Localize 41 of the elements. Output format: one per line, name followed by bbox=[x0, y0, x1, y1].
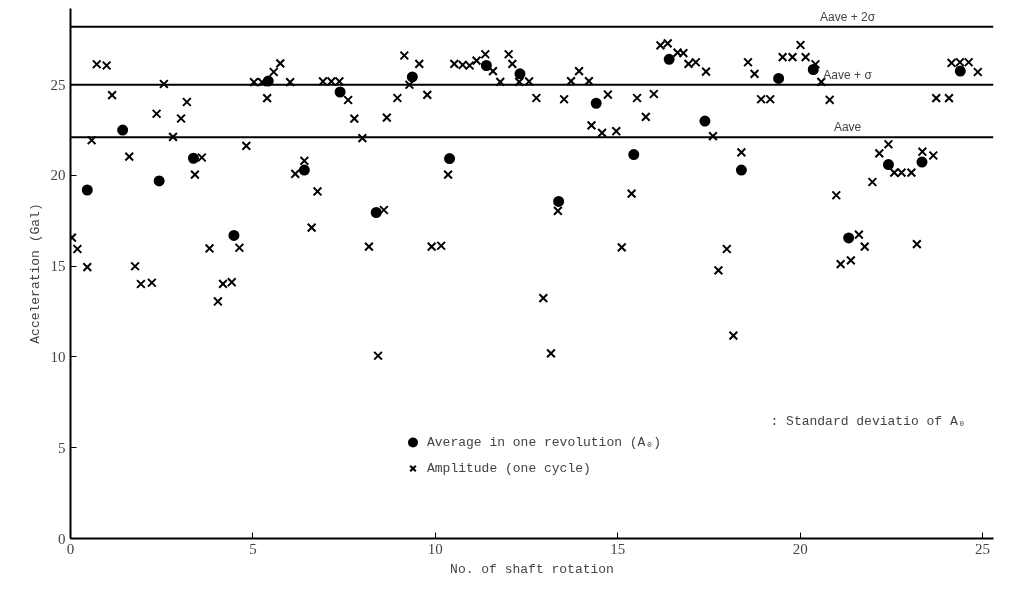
point bbox=[735, 164, 747, 176]
x-tick-label: 15 bbox=[610, 540, 626, 557]
point bbox=[553, 195, 565, 207]
y-tick-label: 20 bbox=[50, 167, 66, 184]
point bbox=[699, 115, 711, 127]
point bbox=[882, 159, 894, 171]
point bbox=[590, 97, 602, 109]
y-axis-title: Acceleration (Gal) bbox=[27, 203, 43, 344]
point bbox=[298, 164, 310, 176]
point bbox=[444, 153, 456, 165]
y-tick-label: 10 bbox=[50, 348, 66, 365]
legend-label: Amplitude (one cycle) bbox=[426, 460, 591, 476]
x-tick-label: 10 bbox=[427, 540, 443, 557]
y-tick-label: 15 bbox=[50, 258, 66, 275]
point bbox=[117, 124, 129, 136]
point bbox=[370, 207, 382, 218]
point bbox=[228, 229, 240, 241]
point bbox=[480, 60, 492, 71]
ref-line-label: Aave bbox=[833, 120, 862, 135]
point bbox=[187, 152, 199, 164]
y-tick-label: 5 bbox=[58, 439, 66, 456]
x-tick-label: 20 bbox=[792, 540, 808, 557]
annotation: : Standard deviatio of A₀ bbox=[770, 413, 966, 429]
x-tick-label: 5 bbox=[249, 540, 257, 557]
legend-label: Average in one revolution (A₀) bbox=[426, 434, 662, 450]
point bbox=[334, 86, 346, 98]
x-axis-title: No. of shaft rotation bbox=[450, 561, 614, 577]
point bbox=[153, 175, 165, 187]
point bbox=[916, 156, 928, 168]
point bbox=[514, 68, 526, 80]
y-tick-label: 25 bbox=[50, 76, 66, 93]
point bbox=[954, 65, 966, 77]
ref-line-label: Aave + 2σ bbox=[820, 9, 876, 24]
point bbox=[843, 232, 855, 244]
point bbox=[406, 71, 418, 83]
point bbox=[81, 184, 93, 196]
point bbox=[628, 149, 640, 161]
ref-line-label: Aave + σ bbox=[823, 67, 873, 82]
point bbox=[663, 53, 675, 65]
point bbox=[773, 72, 785, 84]
x-tick-label: 25 bbox=[975, 540, 991, 557]
